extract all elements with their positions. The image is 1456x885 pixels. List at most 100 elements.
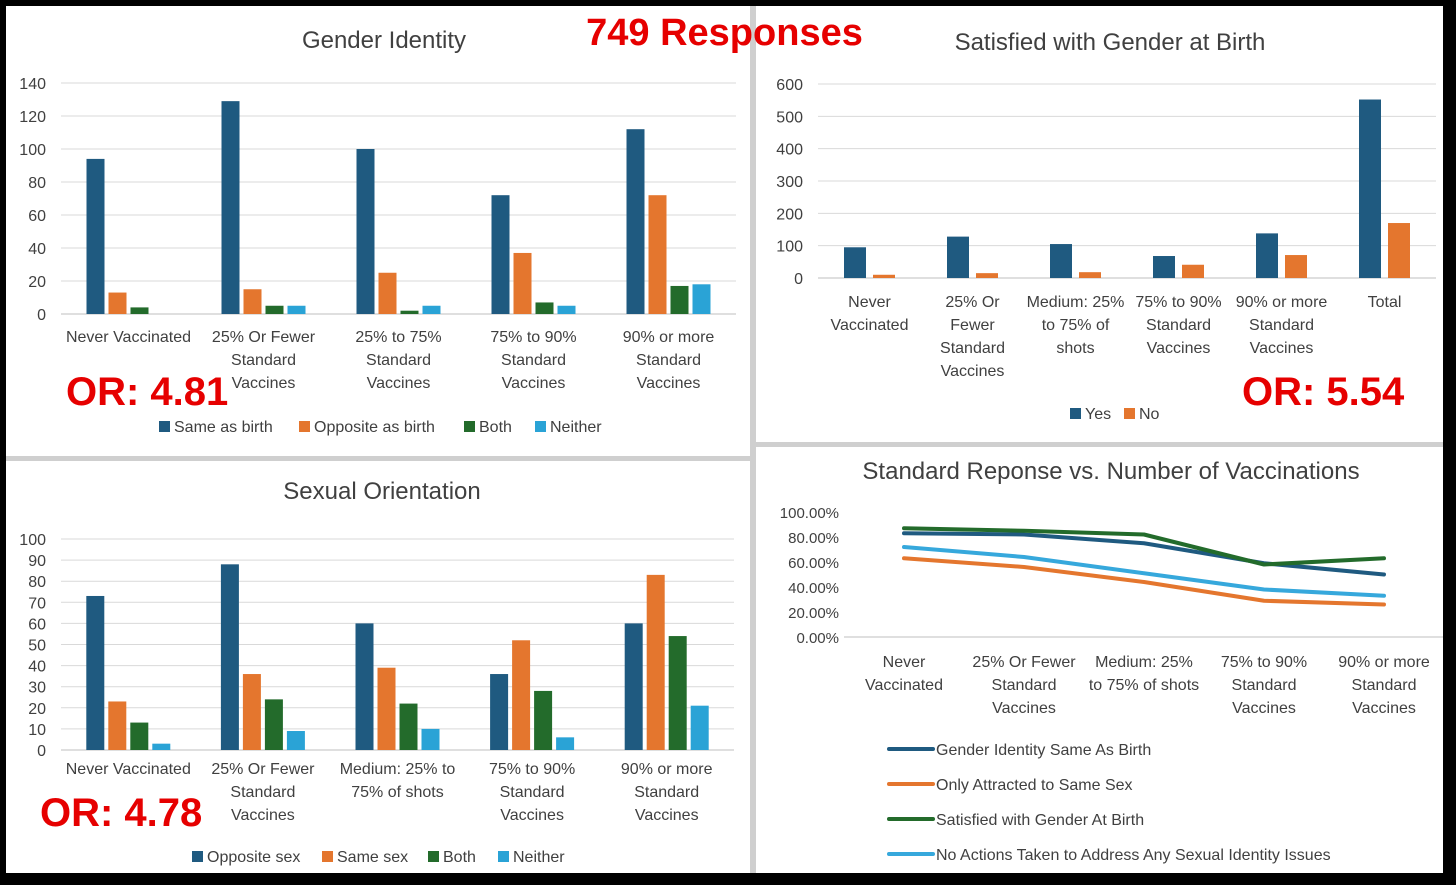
bar-yes: [1256, 233, 1278, 278]
or-label-gender-identity: OR: 4.81: [66, 370, 229, 414]
panel-gender-identity: Gender Identity 0 20 40 60 80 100 120 140 Never V…: [6, 6, 750, 456]
x-category-label: Standard: [500, 784, 565, 801]
legend-swatch: [428, 851, 439, 862]
y-tick-label: 20: [28, 701, 46, 718]
chart-title: Satisfied with Gender at Birth: [955, 29, 1266, 56]
y-tick-label: 120: [19, 109, 46, 126]
bar-neither: [421, 728, 440, 750]
bar-yes: [1050, 244, 1072, 278]
bar-both: [670, 285, 689, 314]
line-only-attracted-to-same-sex: [902, 556, 1386, 607]
bar-same-as-birth: [491, 195, 510, 314]
y-tick-label: 400: [776, 142, 803, 159]
x-category-label: Standard: [634, 784, 699, 801]
y-tick-label: 70: [28, 595, 46, 612]
bar-neither: [286, 731, 305, 750]
x-category-label: Medium: 25% to: [340, 761, 456, 778]
y-tick-label: 200: [776, 206, 803, 223]
x-category-label: to 75% of shots: [1089, 677, 1199, 694]
line-no-actions-taken-to-address-any-sexual-identity-issues: [902, 545, 1386, 598]
bar-same-sex: [242, 674, 261, 750]
chart-standard-response: Standard Reponse vs. Number of Vaccinati…: [780, 458, 1443, 864]
bar-opposite-sex: [490, 674, 509, 750]
y-tick-label: 100: [19, 142, 46, 159]
x-category-label: Standard: [1249, 317, 1314, 334]
x-category-label: Vaccines: [941, 363, 1005, 380]
bar-same-as-birth: [356, 149, 375, 314]
y-tick-label: 90: [28, 553, 46, 570]
y-tick-label: 20.00%: [788, 605, 839, 622]
x-category-label: Vaccines: [992, 700, 1056, 717]
x-category-label: 75% to 90%: [1221, 654, 1307, 671]
y-tick-label: 40: [28, 241, 46, 258]
x-category-label: Standard: [992, 677, 1057, 694]
bar-opposite-as-birth: [513, 252, 532, 314]
legend-swatch: [299, 421, 310, 432]
x-category-label: Standard: [636, 352, 701, 369]
x-category-label: Standard: [366, 352, 431, 369]
or-label-satisfied: OR: 5.54: [1242, 370, 1405, 414]
x-category-label: 75% to 90%: [490, 329, 576, 346]
y-tick-label: 60.00%: [788, 555, 839, 572]
bar-no: [1079, 272, 1101, 278]
x-category-label: 90% or more: [1236, 294, 1328, 311]
panel-sexual-orientation: Sexual Orientation 0 10 20 30 40 50 60 70 80 90 100…: [6, 461, 750, 873]
x-category-label: Standard: [501, 352, 566, 369]
bar-both: [668, 636, 687, 750]
y-tick-label: 0: [37, 307, 46, 324]
legend-label: Opposite sex: [207, 849, 300, 866]
right-horizontal-divider: [756, 442, 1443, 447]
x-category-label: Medium: 25%: [1095, 654, 1193, 671]
legend-swatch: [535, 421, 546, 432]
y-tick-label: 20: [28, 274, 46, 291]
x-category-label: Vaccines: [1352, 700, 1416, 717]
bar-neither: [422, 305, 441, 314]
y-tick-label: 500: [776, 109, 803, 126]
chart-title: Standard Reponse vs. Number of Vaccinati…: [862, 458, 1359, 485]
legend-swatch: [192, 851, 203, 862]
legend-swatch: [1124, 408, 1135, 419]
x-category-label: 75% to 90%: [1135, 294, 1221, 311]
y-tick-label: 0: [37, 743, 46, 760]
legend-label: Both: [443, 849, 476, 866]
legend-label: Neither: [550, 419, 602, 436]
x-category-label: Vaccines: [1232, 700, 1296, 717]
y-tick-label: 100: [19, 532, 46, 549]
bar-opposite-as-birth: [243, 289, 262, 314]
x-category-label: Vaccinated: [865, 677, 943, 694]
x-category-label: Vaccines: [367, 375, 431, 392]
x-category-label: Never Vaccinated: [66, 761, 191, 778]
bar-no: [1182, 264, 1204, 278]
line-satisfied-with-gender-at-birth: [902, 526, 1386, 567]
bar-yes: [1359, 99, 1381, 279]
bar-both: [399, 703, 418, 750]
panel-standard-response: Standard Reponse vs. Number of Vaccinati…: [756, 447, 1443, 873]
x-category-label: Vaccines: [635, 807, 699, 824]
line-gender-identity-same-as-birth: [902, 531, 1386, 577]
legend-label: No Actions Taken to Address Any Sexual I…: [936, 847, 1331, 864]
bar-both: [400, 310, 419, 314]
bar-neither: [287, 305, 306, 314]
x-category-label: Standard: [1232, 677, 1297, 694]
bar-opposite-sex: [624, 623, 643, 750]
legend-label: Opposite as birth: [314, 419, 435, 436]
bar-both: [130, 307, 149, 314]
y-tick-label: 140: [19, 76, 46, 93]
y-tick-label: 60: [28, 208, 46, 225]
legend-label: Both: [479, 419, 512, 436]
bar-both: [265, 305, 284, 314]
legend-swatch: [322, 851, 333, 862]
x-category-label: Vaccinated: [831, 317, 909, 334]
x-category-label: Vaccines: [637, 375, 701, 392]
bar-opposite-as-birth: [378, 272, 397, 314]
vertical-divider: [750, 6, 756, 873]
dashboard-frame: Gender Identity 0 20 40 60 80 100 120 140 Never V…: [6, 6, 1443, 873]
x-category-label: 25% to 75%: [355, 329, 441, 346]
x-category-label: 25% Or: [945, 294, 1000, 311]
bar-both: [534, 690, 553, 750]
legend-swatch: [464, 421, 475, 432]
bar-same-sex: [646, 574, 665, 750]
x-category-label: Fewer: [950, 317, 995, 334]
x-category-label: 25% Or Fewer: [972, 654, 1076, 671]
y-tick-label: 30: [28, 680, 46, 697]
